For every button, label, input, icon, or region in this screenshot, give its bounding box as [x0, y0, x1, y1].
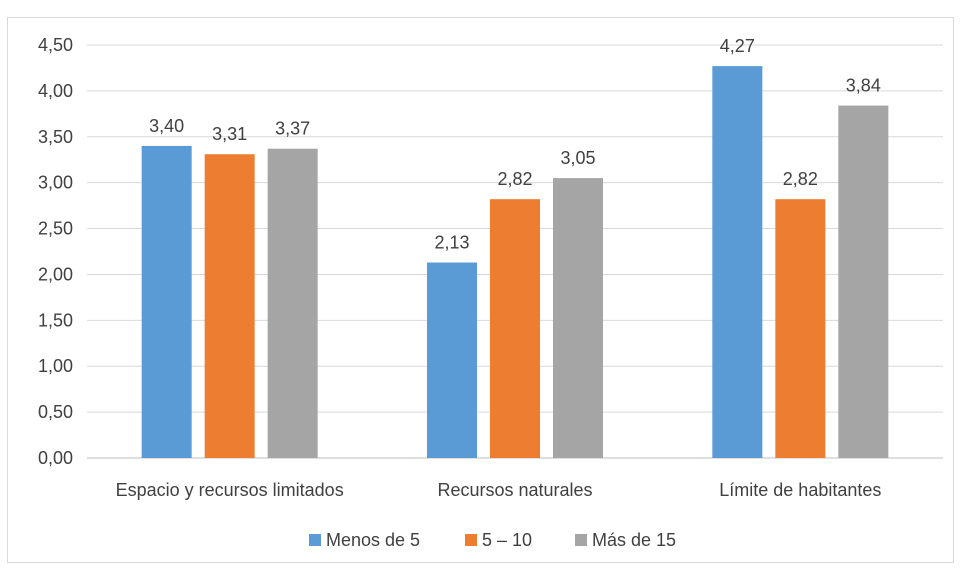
category-label: Espacio y recursos limitados: [116, 480, 344, 500]
bar: [712, 66, 763, 458]
legend: Menos de 5 5 – 10 Más de 15: [309, 530, 676, 550]
category-label: Recursos naturales: [437, 480, 592, 500]
y-tick-label: 1,50: [38, 310, 73, 330]
legend-label: Menos de 5: [326, 530, 420, 550]
data-label: 3,37: [275, 119, 310, 139]
bar: [141, 145, 192, 458]
data-label: 4,27: [720, 36, 755, 56]
bar: [838, 105, 889, 458]
bar: [490, 199, 540, 459]
legend-label: Más de 15: [592, 530, 676, 550]
y-tick-label: 2,50: [38, 219, 73, 239]
bar: [267, 148, 318, 458]
y-tick-label: 0,50: [38, 402, 73, 422]
data-label: 3,05: [560, 148, 595, 168]
data-label: 2,82: [783, 169, 818, 189]
x-axis-categories: Espacio y recursos limitados Recursos nat…: [116, 480, 882, 500]
bar: [553, 178, 603, 459]
legend-swatch: [575, 534, 587, 546]
bar: [775, 199, 826, 459]
data-label: 3,84: [846, 76, 881, 96]
data-labels: 3,40 3,31 3,37 2,13 2,82 3,05 4,27 2,82 3,84: [149, 36, 881, 252]
y-tick-label: 0,00: [38, 448, 73, 468]
y-tick-label: 2,00: [38, 264, 73, 284]
y-tick-label: 3,50: [38, 127, 73, 147]
y-tick-label: 1,00: [38, 356, 73, 376]
y-tick-label: 4,00: [38, 81, 73, 101]
legend-label: 5 – 10: [482, 530, 532, 550]
data-label: 2,13: [434, 233, 469, 253]
legend-swatch: [465, 534, 477, 546]
data-label: 3,31: [212, 124, 247, 144]
bar: [427, 262, 477, 458]
category-label: Límite de habitantes: [719, 480, 881, 500]
bar: [204, 154, 255, 458]
y-tick-label: 3,00: [38, 173, 73, 193]
y-axis-ticks: 0,00 0,50 1,00 1,50 2,00 2,50 3,00 3,50 4,00 4,50: [38, 35, 73, 468]
data-label: 3,40: [149, 116, 184, 136]
legend-swatch: [309, 534, 321, 546]
data-label: 2,82: [497, 169, 532, 189]
y-tick-label: 4,50: [38, 35, 73, 55]
bars: [141, 66, 889, 459]
